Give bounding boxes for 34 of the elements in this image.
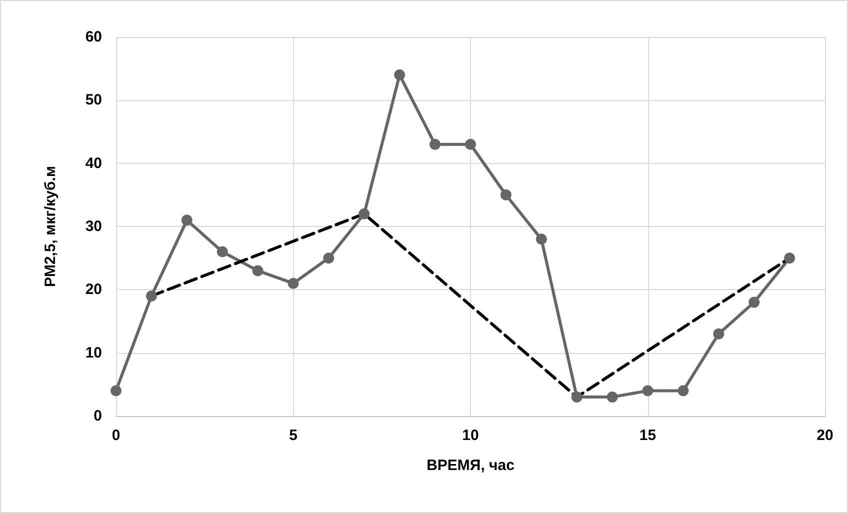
point (713, 328, 724, 340)
y-tick-label: 20 (85, 281, 102, 298)
point (606, 392, 618, 403)
x-tick-label: 15 (639, 427, 656, 444)
point (288, 278, 299, 289)
x-tick-label: 20 (816, 427, 834, 444)
y-tick-label: 50 (85, 92, 102, 109)
point (748, 296, 760, 308)
point (642, 385, 654, 396)
y-tick-label: 10 (85, 344, 102, 362)
point (394, 69, 406, 80)
point (430, 138, 441, 150)
y-tick-label: 60 (85, 28, 102, 46)
y-tick-label: 30 (85, 218, 102, 235)
point (146, 290, 157, 302)
y-tick-label: 0 (94, 408, 102, 424)
point (181, 214, 192, 226)
point (678, 385, 689, 396)
x-tick-label: 0 (112, 427, 120, 444)
point (358, 208, 370, 220)
point (784, 252, 796, 264)
x-tick-label: 5 (289, 427, 298, 444)
x-tick-label: 10 (462, 427, 479, 444)
point (252, 265, 264, 276)
point (465, 138, 476, 150)
y-tick-label: 40 (85, 154, 102, 172)
y-axis-title: PM2,5, мкг/куб.м (42, 166, 59, 288)
x-axis-title: ВРЕМЯ, час (426, 457, 514, 474)
point (323, 252, 334, 264)
point (216, 246, 228, 258)
point (500, 189, 512, 200)
point (571, 392, 582, 403)
point (536, 234, 547, 245)
point (110, 385, 122, 396)
